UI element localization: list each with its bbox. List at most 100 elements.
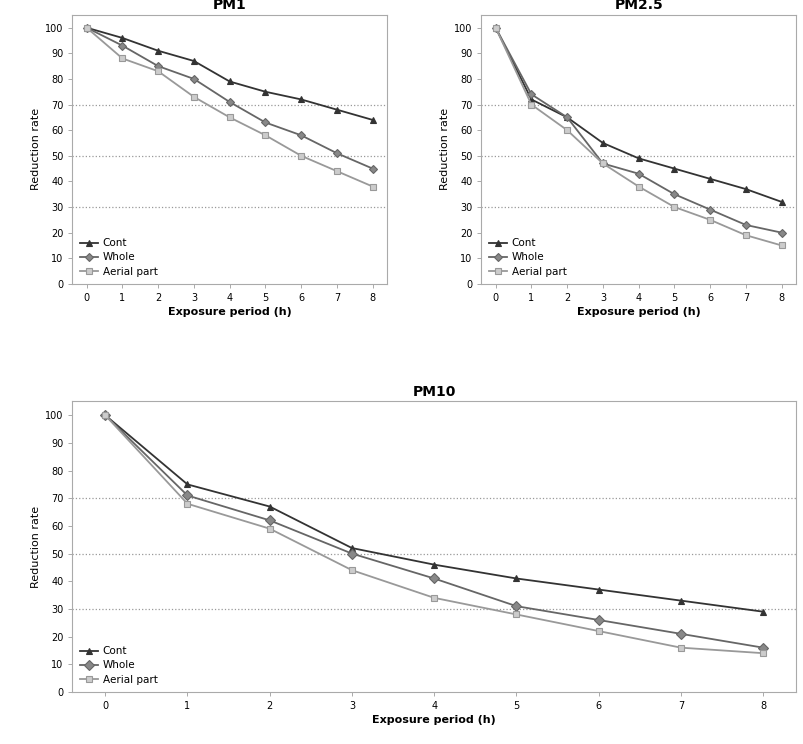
Cont [117, 33, 127, 42]
Aerial part [117, 54, 127, 63]
Cont [368, 115, 377, 124]
Aerial part [593, 626, 603, 635]
Line: Aerial part: Aerial part [84, 25, 375, 189]
Line: Whole: Whole [102, 411, 765, 651]
Cont [704, 174, 714, 183]
Whole [704, 205, 714, 214]
Aerial part [332, 167, 341, 176]
Whole [117, 41, 127, 50]
Whole [100, 411, 110, 420]
Line: Cont: Cont [84, 25, 375, 123]
Title: PM10: PM10 [412, 385, 455, 399]
Whole [332, 149, 341, 158]
Whole [597, 159, 607, 168]
Line: Cont: Cont [492, 25, 784, 205]
Aerial part [526, 100, 536, 109]
Aerial part [368, 182, 377, 191]
Cont [332, 105, 341, 114]
X-axis label: Exposure period (h): Exposure period (h) [576, 307, 699, 317]
Whole [260, 118, 270, 127]
Whole [264, 516, 274, 525]
Whole [740, 220, 750, 229]
Aerial part [296, 151, 306, 160]
Cont [740, 185, 750, 193]
Whole [776, 228, 785, 237]
Whole [511, 602, 520, 611]
Aerial part [347, 565, 357, 574]
Cont [669, 164, 679, 173]
Whole [189, 74, 198, 83]
Whole [561, 113, 571, 122]
Aerial part [490, 23, 499, 32]
Title: PM2.5: PM2.5 [613, 0, 662, 13]
Cont [776, 197, 785, 206]
Cont [675, 596, 685, 605]
Y-axis label: Reduction rate: Reduction rate [31, 506, 41, 588]
Y-axis label: Reduction rate: Reduction rate [31, 109, 41, 190]
Cont [633, 154, 642, 163]
Cont [82, 23, 92, 32]
Cont [429, 560, 438, 569]
Line: Aerial part: Aerial part [102, 411, 765, 657]
Aerial part [776, 241, 785, 250]
Cont [264, 502, 274, 511]
Whole [82, 23, 92, 32]
Aerial part [597, 159, 607, 168]
Aerial part [182, 499, 192, 508]
Cont [347, 544, 357, 553]
Cont [593, 585, 603, 594]
Whole [182, 491, 192, 500]
Cont [100, 411, 110, 420]
Whole [669, 190, 679, 199]
Cont [296, 95, 306, 104]
Cont [757, 607, 767, 616]
Title: PM1: PM1 [213, 0, 247, 13]
Cont [182, 480, 192, 489]
Aerial part [633, 182, 642, 191]
Whole [675, 629, 685, 638]
Aerial part [704, 215, 714, 224]
Whole [296, 131, 306, 140]
Cont [490, 23, 499, 32]
Legend: Cont, Whole, Aerial part: Cont, Whole, Aerial part [486, 236, 568, 279]
Aerial part [429, 594, 438, 603]
Cont [225, 77, 234, 86]
Aerial part [757, 649, 767, 658]
Whole [490, 23, 499, 32]
X-axis label: Exposure period (h): Exposure period (h) [168, 307, 291, 317]
Cont [511, 574, 520, 583]
Whole [347, 549, 357, 558]
Whole [593, 615, 603, 624]
Cont [153, 46, 163, 55]
Whole [429, 574, 438, 583]
Aerial part [675, 643, 685, 652]
Legend: Cont, Whole, Aerial part: Cont, Whole, Aerial part [77, 236, 159, 279]
Aerial part [100, 411, 110, 420]
Whole [526, 90, 536, 99]
Aerial part [561, 126, 571, 135]
Y-axis label: Reduction rate: Reduction rate [439, 109, 449, 190]
Aerial part [260, 131, 270, 140]
Cont [189, 57, 198, 65]
Aerial part [189, 92, 198, 101]
Aerial part [511, 610, 520, 619]
Whole [225, 97, 234, 106]
Whole [757, 643, 767, 652]
Cont [260, 87, 270, 96]
Aerial part [740, 231, 750, 240]
Aerial part [82, 23, 92, 32]
Whole [153, 62, 163, 71]
Aerial part [264, 525, 274, 533]
Aerial part [153, 67, 163, 76]
X-axis label: Exposure period (h): Exposure period (h) [372, 715, 495, 725]
Whole [633, 169, 642, 178]
Cont [526, 95, 536, 104]
Line: Whole: Whole [84, 25, 375, 171]
Line: Cont: Cont [102, 411, 765, 615]
Cont [597, 138, 607, 147]
Line: Aerial part: Aerial part [492, 25, 784, 248]
Aerial part [225, 113, 234, 122]
Cont [561, 113, 571, 122]
Line: Whole: Whole [492, 25, 784, 235]
Whole [368, 164, 377, 173]
